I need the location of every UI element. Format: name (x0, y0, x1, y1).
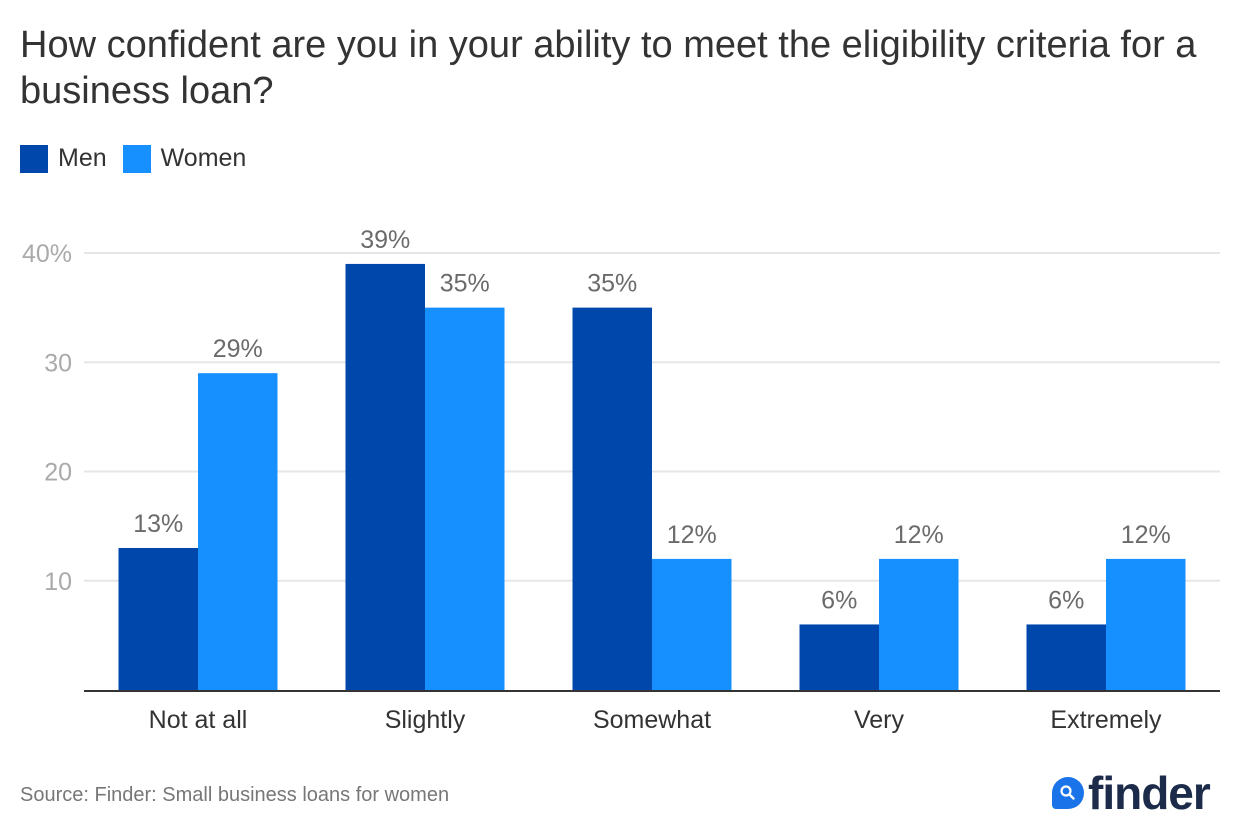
x-tick-label: Extremely (1050, 706, 1162, 734)
legend: Men Women (20, 144, 262, 173)
bar-women (1106, 558, 1186, 690)
y-tick-label: 10 (44, 568, 72, 596)
finder-logo[interactable]: finder (1052, 767, 1211, 819)
bar-men (1026, 624, 1106, 690)
source-note: Source: Finder: Small business loans for… (20, 784, 450, 806)
x-tick-label: Somewhat (593, 706, 711, 734)
legend-swatch-women (122, 144, 151, 173)
data-label: 12% (1121, 521, 1171, 549)
data-label: 12% (667, 521, 717, 549)
data-label: 35% (440, 270, 490, 298)
bar-men (799, 624, 879, 690)
legend-item-women: Women (122, 144, 247, 173)
chart-title: How confident are you in your ability to… (20, 24, 1197, 112)
logo-text: finder (1088, 767, 1211, 819)
magnifier-icon (1052, 777, 1084, 809)
bar-men (572, 307, 652, 690)
y-tick-label: 40% (22, 240, 72, 268)
bar-women (425, 307, 505, 690)
data-label: 13% (133, 510, 183, 538)
y-tick-label: 30 (44, 349, 72, 377)
legend-label-women: Women (160, 144, 247, 172)
legend-label-men: Men (58, 144, 107, 172)
bar-women (198, 373, 278, 690)
legend-swatch-men (20, 144, 48, 173)
bar-women (879, 558, 959, 690)
x-tick-label: Slightly (385, 706, 466, 734)
legend-item-men: Men (20, 144, 107, 173)
x-tick-label: Not at all (149, 706, 248, 734)
bar-men (118, 547, 198, 690)
y-tick-label: 20 (44, 459, 72, 487)
data-label: 6% (1048, 586, 1084, 614)
x-tick-label: Very (854, 706, 905, 734)
bar-women (652, 558, 732, 690)
data-label: 35% (587, 270, 637, 298)
data-label: 12% (894, 521, 944, 549)
data-label: 39% (360, 226, 410, 254)
data-label: 6% (821, 586, 857, 614)
bar-men (345, 263, 425, 690)
data-label: 29% (213, 335, 263, 363)
